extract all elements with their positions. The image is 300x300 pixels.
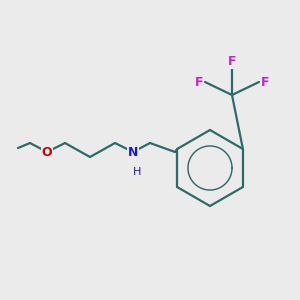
Text: H: H xyxy=(133,167,141,177)
Text: F: F xyxy=(194,76,203,88)
Text: O: O xyxy=(42,146,52,158)
Text: F: F xyxy=(261,76,269,88)
Text: F: F xyxy=(228,55,236,68)
Text: N: N xyxy=(128,146,138,158)
